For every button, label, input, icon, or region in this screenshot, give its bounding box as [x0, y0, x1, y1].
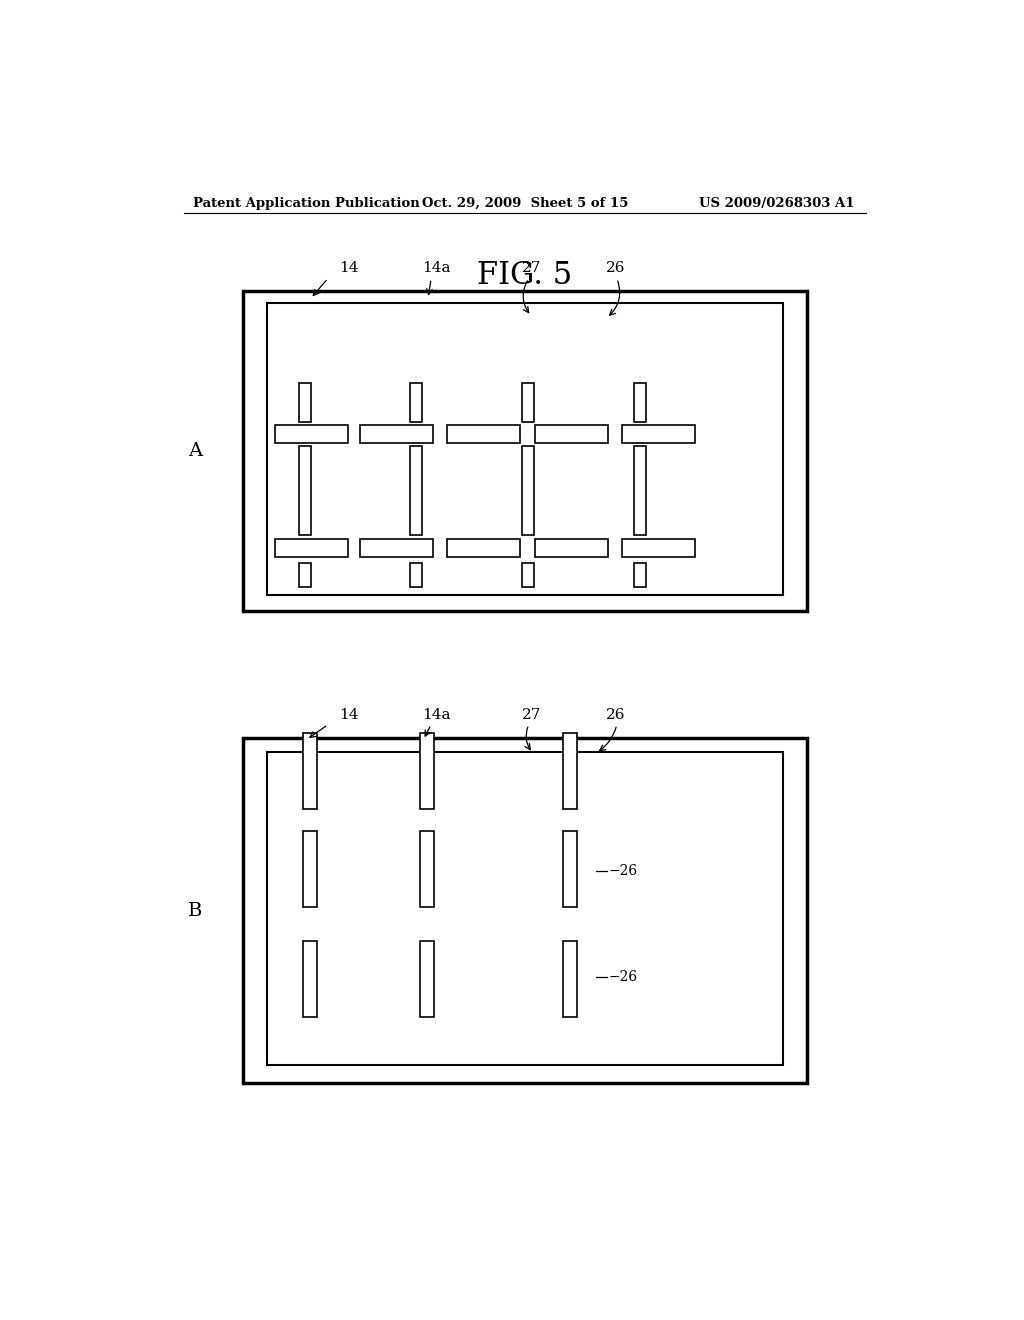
Bar [447, 425, 520, 444]
Text: 14a: 14a [422, 261, 451, 275]
Text: −26: −26 [609, 863, 638, 878]
Bar [563, 941, 578, 1018]
Bar [243, 738, 807, 1084]
Text: 26: 26 [606, 709, 626, 722]
Bar [634, 562, 646, 587]
Bar [536, 425, 608, 444]
Bar [267, 302, 782, 595]
Text: 14: 14 [339, 261, 358, 275]
Bar [274, 539, 348, 557]
Bar [359, 425, 433, 444]
Text: 27: 27 [521, 709, 541, 722]
Bar [447, 539, 520, 557]
Bar [623, 539, 695, 557]
Text: A: A [188, 442, 203, 459]
Bar [522, 562, 535, 587]
Text: FIG. 5: FIG. 5 [477, 260, 572, 290]
Bar [359, 539, 433, 557]
Bar [299, 562, 310, 587]
Bar [563, 733, 578, 809]
Bar [634, 446, 646, 536]
Bar [299, 446, 310, 536]
Bar [634, 383, 646, 421]
Bar [563, 832, 578, 907]
Bar [243, 290, 807, 611]
Text: 26: 26 [606, 261, 626, 275]
Text: 14: 14 [339, 709, 358, 722]
Bar [623, 425, 695, 444]
Bar [522, 383, 535, 421]
Text: US 2009/0268303 A1: US 2009/0268303 A1 [699, 197, 855, 210]
Bar [299, 383, 310, 421]
Text: B: B [188, 902, 203, 920]
Bar [522, 446, 535, 536]
Bar [303, 733, 316, 809]
Bar [410, 446, 422, 536]
Text: Oct. 29, 2009  Sheet 5 of 15: Oct. 29, 2009 Sheet 5 of 15 [422, 197, 628, 210]
Bar [410, 562, 422, 587]
Bar [420, 733, 434, 809]
Bar [536, 539, 608, 557]
Bar [267, 752, 782, 1065]
Text: Patent Application Publication: Patent Application Publication [194, 197, 420, 210]
Text: 27: 27 [521, 261, 541, 275]
Bar [274, 425, 348, 444]
Text: 14a: 14a [422, 709, 451, 722]
Bar [303, 832, 316, 907]
Bar [303, 941, 316, 1018]
Bar [420, 941, 434, 1018]
Text: −26: −26 [609, 970, 638, 983]
Bar [420, 832, 434, 907]
Bar [410, 383, 422, 421]
